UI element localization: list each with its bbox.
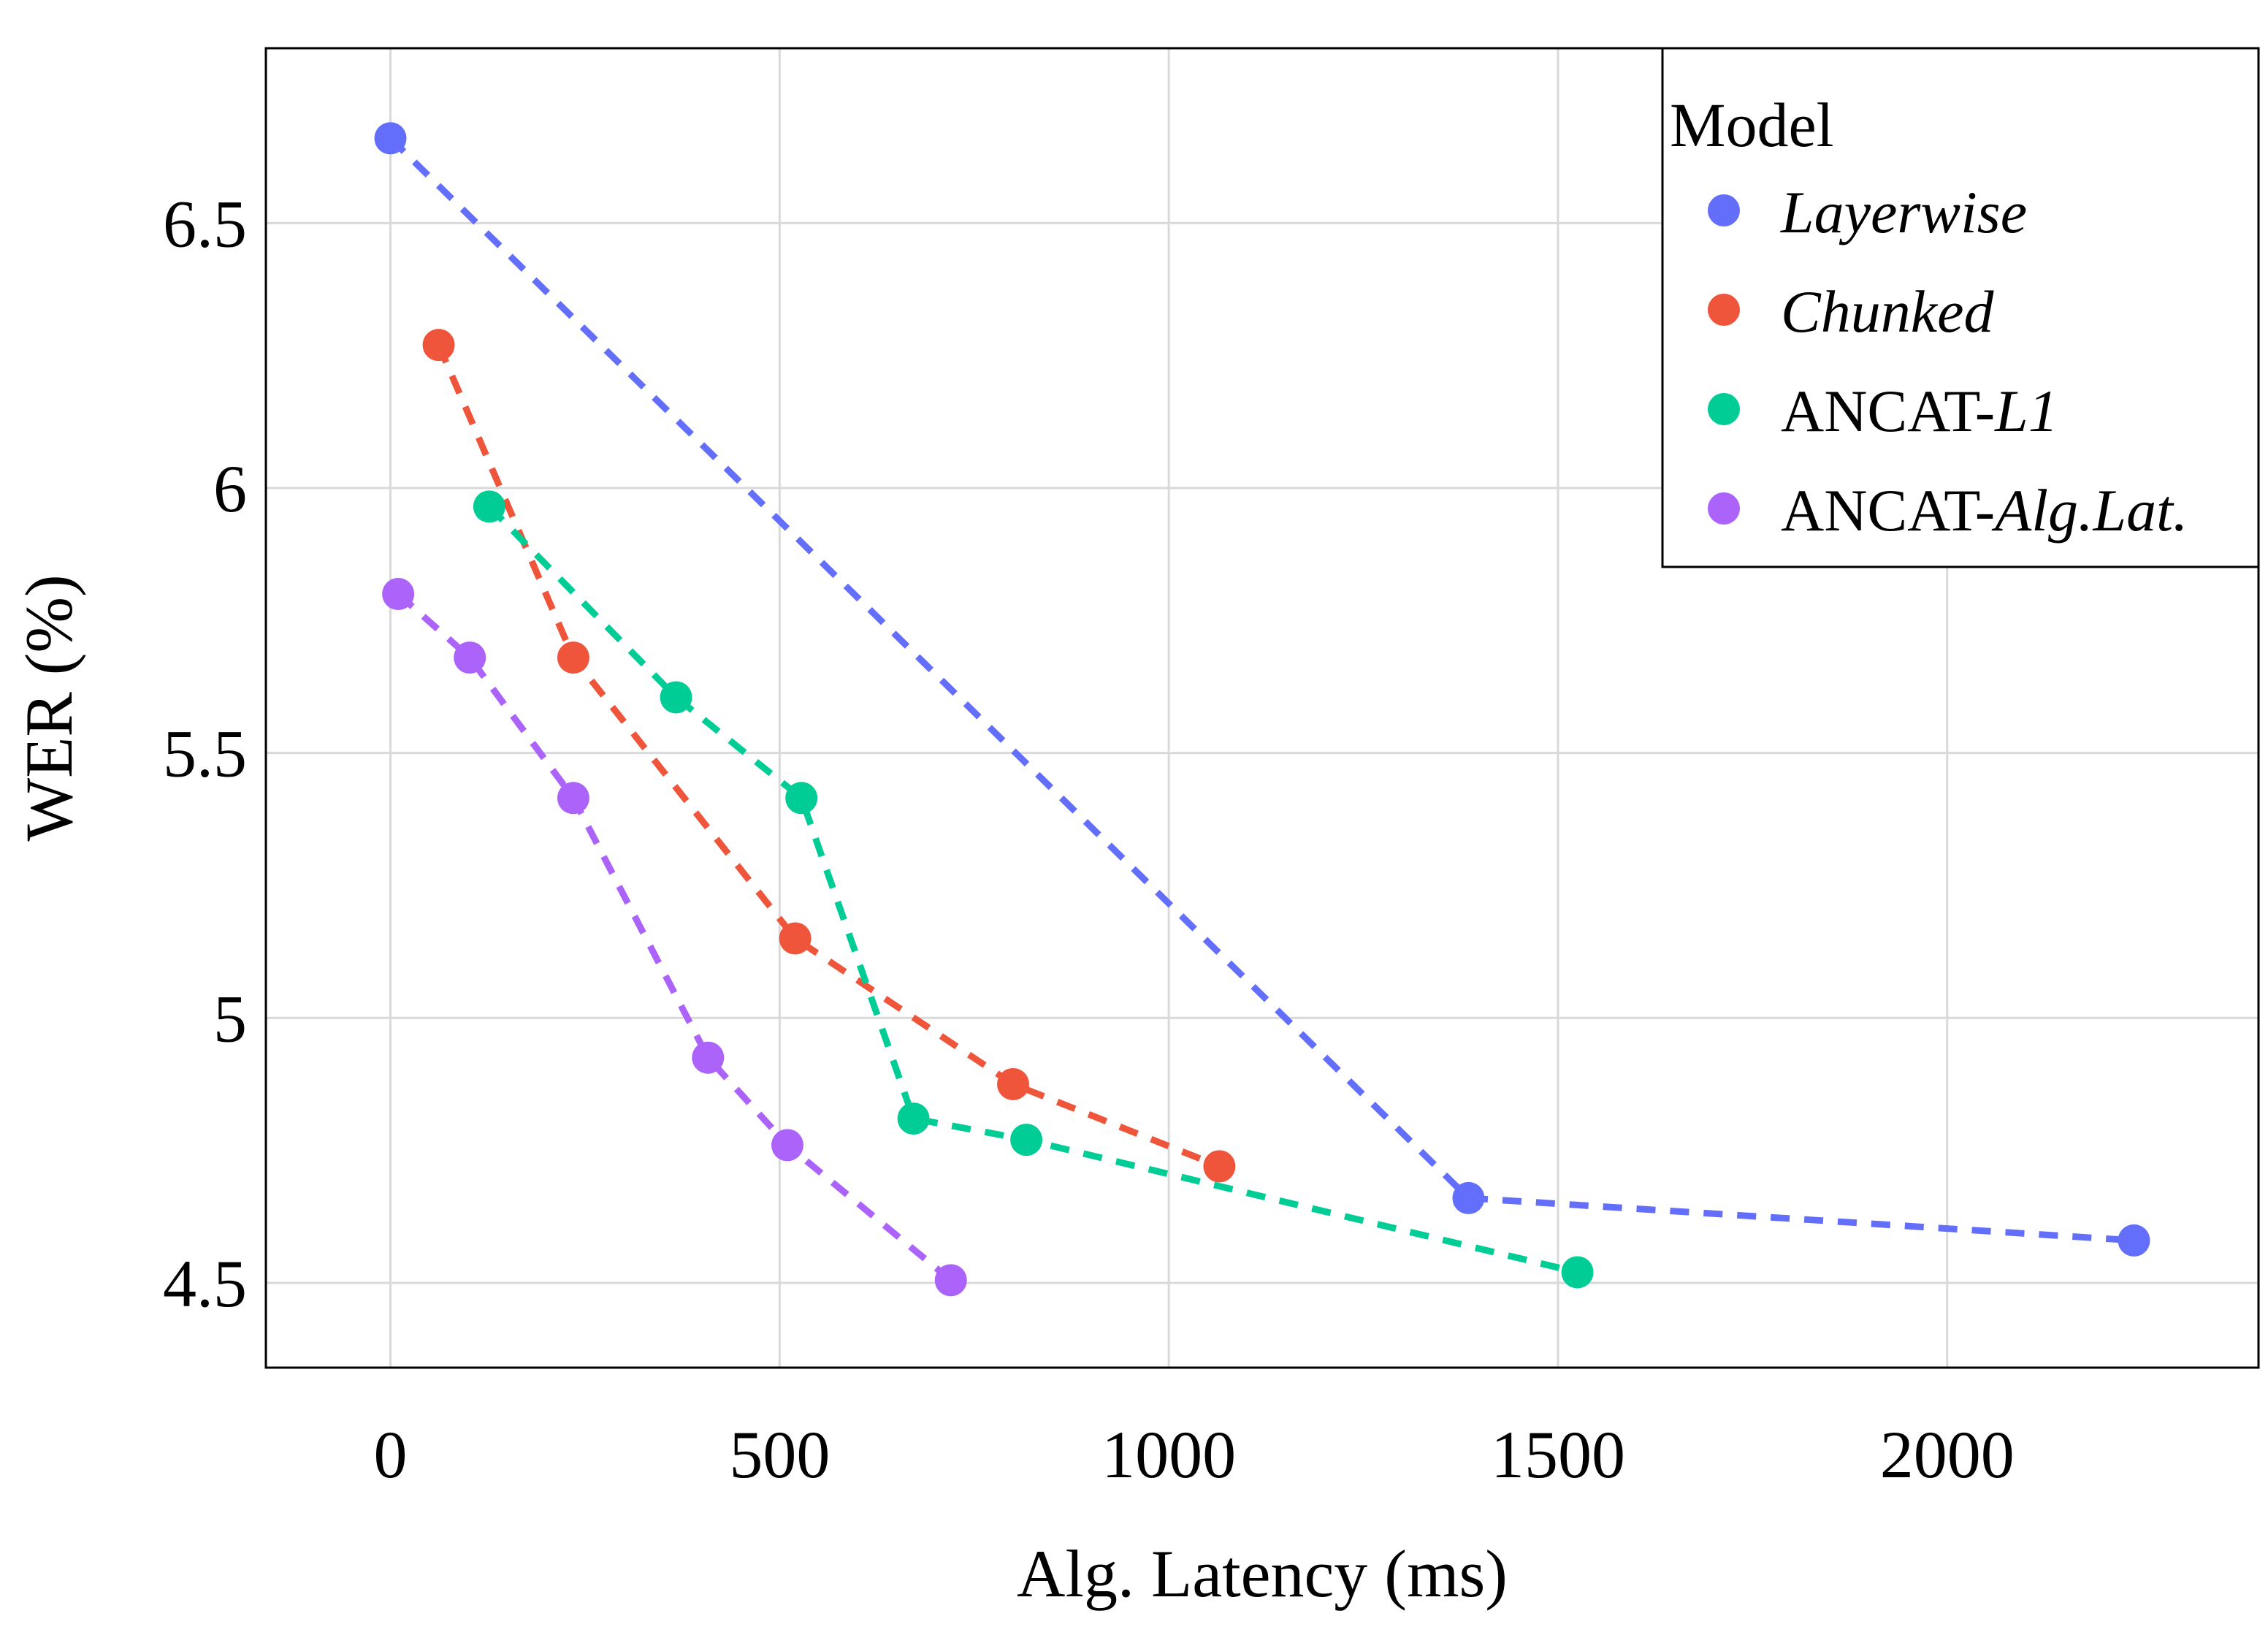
data-point <box>771 1129 803 1162</box>
data-point <box>785 782 818 815</box>
x-tick-label: 500 <box>729 1417 830 1492</box>
legend-marker <box>1708 294 1740 326</box>
data-point <box>557 782 589 815</box>
data-point <box>997 1067 1029 1100</box>
data-point <box>2118 1224 2150 1257</box>
data-point <box>1203 1150 1236 1183</box>
series-chunked <box>422 329 1236 1183</box>
data-point <box>473 490 505 523</box>
x-axis-label: Alg. Latency (ms) <box>1017 1536 1508 1611</box>
y-tick-label: 6.5 <box>163 186 247 261</box>
x-tick-label: 1000 <box>1101 1417 1236 1492</box>
data-point <box>1561 1256 1594 1289</box>
legend-marker <box>1708 492 1740 525</box>
series-ancat-alg-lat- <box>382 578 967 1297</box>
data-point <box>934 1264 967 1297</box>
legend-item: Chunked <box>1708 278 1994 345</box>
series-line <box>486 504 1578 1276</box>
legend-title: Model <box>1670 90 1834 160</box>
legend-marker <box>1708 393 1740 425</box>
data-point <box>1452 1181 1485 1214</box>
series-layerwise <box>374 122 2150 1257</box>
legend-label: ANCAT-L1 <box>1781 378 2058 444</box>
series-layer <box>374 122 2150 1297</box>
x-tick-label: 1500 <box>1491 1417 1625 1492</box>
data-point <box>374 122 407 155</box>
y-axis-label: WER (%) <box>12 574 86 841</box>
legend-item: Layerwise <box>1708 179 2027 245</box>
legend-marker <box>1708 194 1740 226</box>
data-point <box>1010 1124 1043 1157</box>
x-tick-label: 0 <box>374 1417 408 1492</box>
data-point <box>660 681 692 714</box>
data-point <box>692 1041 725 1074</box>
legend-box <box>1661 47 2260 568</box>
y-tick-label: 5.5 <box>163 717 247 791</box>
y-tick-label: 6 <box>213 451 247 526</box>
y-tick-label: 4.5 <box>163 1246 247 1321</box>
legend-label: Chunked <box>1781 278 1994 345</box>
legend-label: Layerwise <box>1780 179 2027 245</box>
y-tick-label: 5 <box>213 981 247 1056</box>
legend-items: Layerwise Chunked ANCAT-L1 ANCAT-Alg.Lat. <box>1708 179 2188 544</box>
x-tick-label: 2000 <box>1880 1417 2015 1492</box>
data-point <box>897 1102 930 1135</box>
series-line <box>388 136 2134 1244</box>
legend-item: ANCAT-L1 <box>1708 378 2058 444</box>
series-ancat-l1 <box>473 490 1594 1289</box>
legend: Model Layerwise Chunked ANCAT-L1 ANCAT-Alg.… <box>1661 47 2260 568</box>
data-point <box>454 641 486 674</box>
x-axis-ticks: 0 500 1000 1500 2000 <box>374 1417 2015 1492</box>
legend-label: ANCAT-Alg.Lat. <box>1781 477 2188 544</box>
plot-frame <box>264 47 2260 1369</box>
data-point <box>779 922 812 955</box>
data-point <box>382 578 415 611</box>
y-axis-ticks: 4.5 5 5.5 6 6.5 <box>163 186 247 1321</box>
data-point <box>422 329 455 362</box>
legend-item: ANCAT-Alg.Lat. <box>1708 477 2188 544</box>
data-point <box>557 641 589 674</box>
